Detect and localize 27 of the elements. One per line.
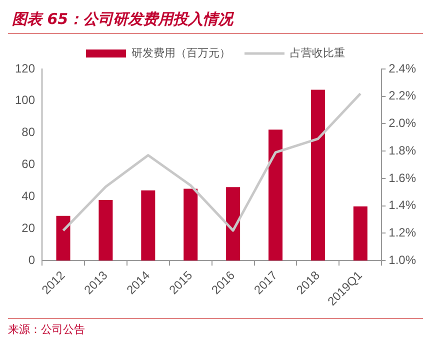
y2-tick-label: 1.6% [388,170,416,185]
bar [310,90,325,261]
y-tick-label: 80 [22,125,36,140]
legend-label: 占营收比重 [290,46,345,60]
y-tick-label: 60 [22,157,36,172]
y2-tick-label: 1.0% [388,252,416,267]
y-tick-label: 40 [22,189,36,204]
y2-tick-label: 1.8% [388,143,416,158]
legend-label: 研发费用（百万元） [132,46,230,60]
bar [141,190,156,261]
y2-tick-label: 2.2% [388,88,416,103]
bar [226,187,240,261]
y-tick-label: 0 [28,252,36,267]
y2-tick-label: 2.0% [388,116,416,130]
y-tick-label: 120 [14,61,36,76]
bar [268,130,283,261]
bar [98,200,113,261]
bar [56,216,70,261]
y2-tick-label: 1.2% [388,226,416,240]
source-note: 来源：公司公告 [8,319,423,337]
y2-tick-label: 1.4% [388,198,416,212]
bar [353,206,368,261]
chart-title: 图表 65：公司研发费用投入情况 [8,8,423,34]
y2-tick-label: 2.4% [388,61,416,76]
y-tick-label: 20 [22,220,36,235]
y-tick-label: 100 [14,93,36,108]
bar [184,188,198,261]
